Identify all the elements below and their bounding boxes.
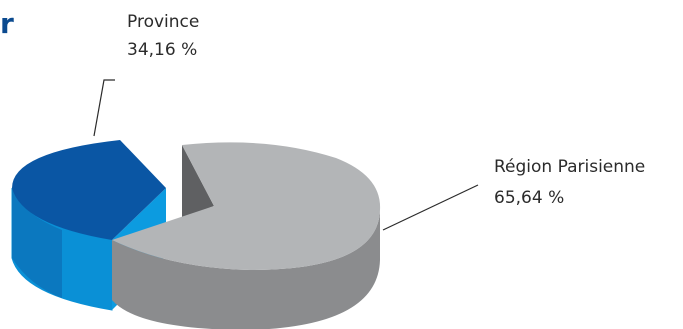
region-slice-top [112, 142, 381, 270]
region-slice-cut [182, 145, 214, 218]
province-leader-line [93, 79, 115, 137]
pie-slice-region-parisienne [112, 142, 381, 329]
region-parisienne-label: Région Parisienne [494, 157, 645, 177]
region-slice-side [112, 210, 380, 329]
province-value: 34,16 % [127, 40, 197, 60]
chart-title-fragment: r [0, 7, 14, 40]
region-parisienne-value: 65,64 % [494, 188, 564, 208]
province-label: Province [127, 12, 199, 32]
region-leader-line [382, 184, 479, 231]
province-slice-side-edge [12, 188, 62, 298]
province-slice-top [12, 140, 166, 240]
